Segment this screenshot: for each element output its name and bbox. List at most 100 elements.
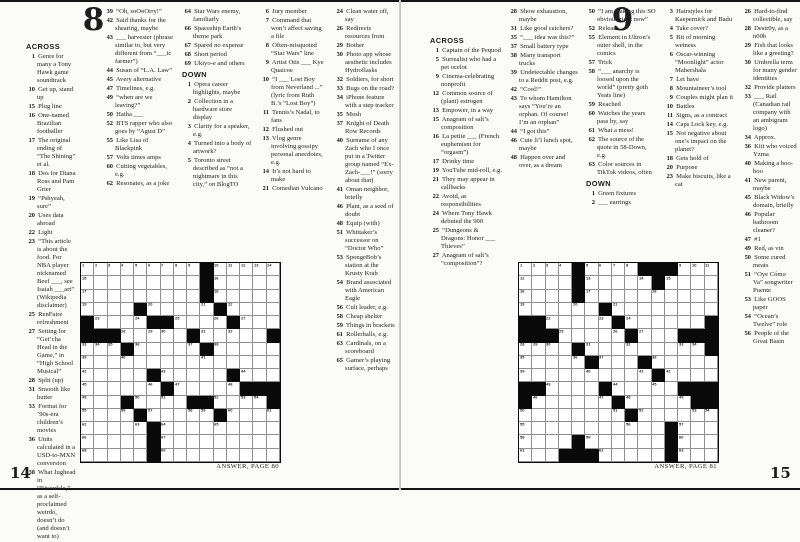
grid-cell: 41 [638, 369, 652, 383]
clue-number: 9 [435, 73, 439, 80]
clue-text: “Dungeons & Dragons: Honor ___ Thieves” [440, 227, 496, 250]
clue-number: 28 [744, 25, 751, 32]
grid-cell [678, 289, 692, 303]
clue-text: “when are we leaving?” [114, 94, 153, 109]
grid-cell [558, 289, 573, 303]
page-number: 15 [770, 464, 791, 482]
grid-cell: 13 [253, 263, 267, 277]
grid-cell-black [558, 448, 573, 462]
grid-cell-black [134, 408, 148, 423]
grid-cell-number: 44 [240, 368, 246, 374]
grid-cell [558, 369, 573, 383]
clue-text: Signs, as a contract [674, 112, 728, 119]
clue-text: People of the Great Basin [752, 330, 789, 345]
grid-cell: 62 [81, 422, 95, 436]
grid-cell: 63 [134, 422, 148, 436]
clue-text: What a mess! [596, 127, 634, 134]
grid-cell-black [691, 395, 705, 409]
clue-item: 49 Red, as vin [742, 245, 797, 253]
clue-column: 6 Jury member 7 Command that won’t affect… [260, 8, 326, 194]
clue-item: 19 “Pshyeah, sure” [26, 195, 76, 211]
grid-cell [187, 289, 201, 303]
clue-text: Making a boo-boo [752, 160, 793, 175]
grid-cell: 46 [147, 382, 161, 396]
grid-cell-number: 68 [81, 448, 87, 453]
grid-cell [638, 435, 652, 449]
clue-number: 23 [28, 238, 35, 245]
grid-cell [120, 302, 135, 317]
grid-cell: 35 [519, 355, 533, 370]
clue-item: 3 Hairstyles for Kaepernick and Badu [664, 8, 734, 24]
clue-item: 57 Trick [586, 59, 656, 67]
grid-cell-black [678, 382, 692, 396]
clue-number: 16 [28, 112, 35, 119]
clue-text: Purpose [674, 164, 698, 171]
clue-number: 7 [265, 17, 269, 24]
clue-item: 4 Take cover? [664, 25, 734, 33]
clue-item: 50 “I am making this SO obvious right no… [586, 8, 656, 24]
grid-cell-black [572, 342, 586, 356]
grid-cell [572, 329, 586, 343]
clue-item: 33 Format for ’90s-era children’s movies [26, 403, 76, 435]
grid-cell-black [147, 448, 161, 462]
clue-item: 11 Tennis’s Nadal, to fans [260, 109, 326, 125]
clue-text: Let have [674, 76, 700, 83]
clue-number: 28 [28, 377, 35, 384]
clue-text: Gets hold of [674, 155, 709, 162]
grid-cell [107, 382, 121, 396]
grid-cell: 26 [213, 316, 227, 330]
clue-number: 12 [262, 126, 269, 133]
clue-text: Bugs on the road? [344, 85, 394, 92]
clue-item: 21 Comedian Vulcano [260, 185, 326, 193]
clue-item: 1 Captain of the Pequod [430, 47, 502, 55]
clue-number: 36 [28, 436, 35, 443]
grid-cell [558, 342, 573, 356]
grid-cell-number: 38 [214, 342, 219, 347]
clue-number: 27 [28, 328, 35, 335]
grid-cell [147, 289, 161, 303]
grid-cell-black [519, 382, 533, 396]
grid-cell-number: 29 [148, 328, 153, 334]
clue-number: 26 [336, 25, 343, 32]
clue-item: 41 Oman neighbor, briefly [334, 186, 396, 202]
grid-cell-number: 45 [652, 381, 657, 387]
grid-cell-number: 62 [599, 448, 604, 453]
grid-cell: 22 [545, 316, 559, 330]
grid-cell-number: 17 [586, 289, 591, 294]
clue-number: 55 [106, 137, 113, 144]
clue-number: 10 [262, 76, 269, 83]
grid-cell [651, 395, 665, 409]
grid-cell: 50 [134, 395, 148, 409]
grid-cell: 48 [226, 382, 241, 396]
clue-number: 4 [187, 140, 191, 147]
clue-text: Not negative about one’s impact on the p… [674, 130, 727, 153]
grid-cell: 60 [678, 435, 692, 449]
grid-cell [94, 382, 108, 396]
grid-cell-number: 49 [81, 395, 87, 400]
grid-cell-number: 23 [94, 315, 100, 321]
clue-item: 2 ___ earrings [586, 199, 656, 207]
clue-text: “I am making this SO obvious right now” [596, 8, 656, 23]
grid-cell: 5 [134, 263, 148, 277]
clue-number: 20 [666, 164, 673, 171]
clue-text: Oscar-winning “Moonlight” actor Mahersha… [674, 51, 724, 74]
grid-cell: 51 [611, 408, 626, 423]
grid-cell: 3 [545, 263, 559, 277]
clue-text: Cinema-celebrating nonprofit [440, 73, 495, 88]
clue-text: Equip (with) [344, 220, 380, 227]
clue-item: 36 Units calculated in a USD-to-MXN conv… [26, 436, 76, 468]
grid-cell [253, 448, 267, 462]
grid-cell-black [200, 263, 214, 277]
grid-cell [704, 276, 718, 290]
grid-cell-black [598, 382, 612, 396]
grid-cell-black [598, 302, 612, 317]
grid-cell-black [625, 408, 639, 423]
grid-cell-black [226, 369, 241, 383]
clue-item: 19 YouTube mid-roll, e.g. [430, 167, 502, 175]
clue-text: Comedian Vulcano [270, 185, 323, 192]
grid-cell [240, 355, 254, 370]
clue-item: 34 Approx. [742, 134, 797, 142]
grid-cell: 41 [200, 355, 214, 370]
clue-text: Clean water off, say [344, 8, 389, 23]
clue-text: iPhone feature with a step tracker [344, 94, 394, 109]
